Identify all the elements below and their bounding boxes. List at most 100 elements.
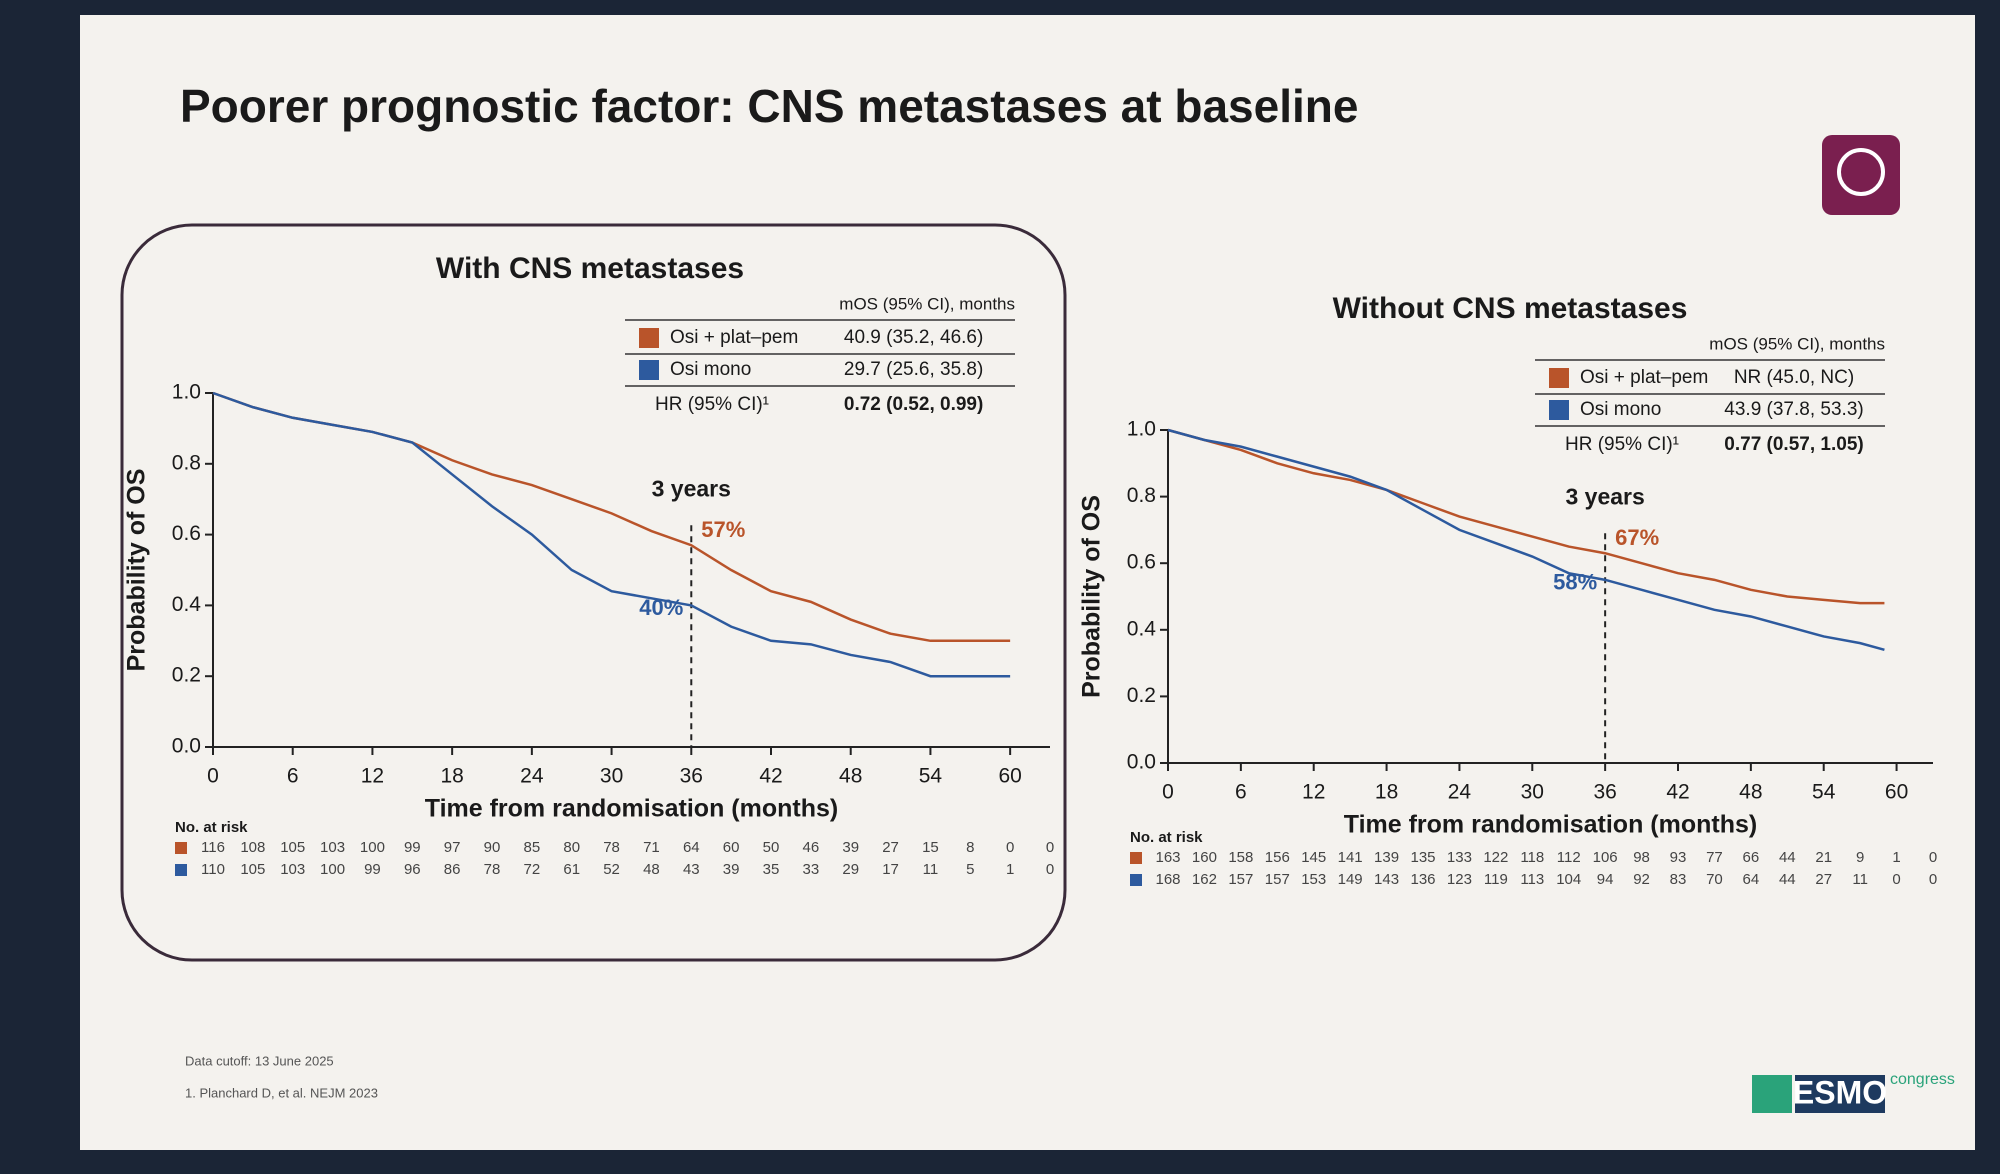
risk-count: 61 bbox=[563, 861, 580, 878]
risk-count: 64 bbox=[683, 839, 700, 856]
legend-value: NR (45.0, NC) bbox=[1734, 367, 1854, 388]
risk-count: 44 bbox=[1779, 871, 1796, 888]
risk-count: 93 bbox=[1670, 849, 1687, 866]
x-tick-label: 54 bbox=[1812, 781, 1836, 804]
legend-swatch bbox=[639, 360, 659, 380]
risk-count: 163 bbox=[1155, 849, 1180, 866]
footnote: 1. Planchard D, et al. NEJM 2023 bbox=[185, 1085, 378, 1100]
risk-count: 0 bbox=[1046, 839, 1054, 856]
y-tick-label: 0.2 bbox=[172, 664, 201, 687]
risk-count: 27 bbox=[882, 839, 899, 856]
risk-count: 86 bbox=[444, 861, 461, 878]
risk-count: 116 bbox=[201, 839, 225, 856]
risk-count: 162 bbox=[1192, 871, 1217, 888]
chart-title: Without CNS metastases bbox=[1333, 292, 1688, 325]
risk-count: 105 bbox=[280, 839, 305, 856]
panel-border bbox=[120, 223, 1067, 962]
legend-swatch bbox=[639, 328, 659, 348]
risk-count: 145 bbox=[1301, 849, 1326, 866]
risk-count: 149 bbox=[1338, 871, 1363, 888]
risk-count: 157 bbox=[1228, 871, 1253, 888]
icon-glyph bbox=[1837, 148, 1885, 196]
risk-count: 21 bbox=[1815, 849, 1832, 866]
legend-label: Osi mono bbox=[1580, 399, 1661, 420]
point-label: 67% bbox=[1615, 525, 1659, 550]
risk-swatch bbox=[175, 864, 187, 876]
y-tick-label: 0.8 bbox=[1127, 484, 1156, 507]
risk-count: 118 bbox=[1520, 849, 1544, 866]
risk-count: 1 bbox=[1006, 861, 1014, 878]
legend-label: Osi + plat–pem bbox=[670, 327, 798, 348]
x-axis-label: Time from randomisation (months) bbox=[425, 795, 838, 823]
risk-count: 90 bbox=[484, 839, 501, 856]
risk-count: 99 bbox=[364, 861, 381, 878]
x-tick-label: 12 bbox=[1302, 781, 1325, 804]
legend-value: 43.9 (37.8, 53.3) bbox=[1724, 399, 1863, 420]
risk-count: 94 bbox=[1597, 871, 1614, 888]
x-tick-label: 30 bbox=[1521, 781, 1544, 804]
y-tick-label: 0.6 bbox=[172, 522, 201, 545]
survival-curve bbox=[1167, 428, 1885, 605]
slide-title: Poorer prognostic factor: CNS metastases… bbox=[180, 80, 1358, 132]
x-tick-label: 12 bbox=[361, 765, 384, 788]
risk-count: 1 bbox=[1892, 849, 1900, 866]
risk-swatch bbox=[175, 842, 187, 854]
risk-count: 133 bbox=[1447, 849, 1472, 866]
y-tick-label: 0.0 bbox=[172, 735, 201, 758]
risk-count: 5 bbox=[966, 861, 974, 878]
logo-sub: congress bbox=[1890, 1071, 1955, 1088]
risk-count: 99 bbox=[404, 839, 421, 856]
x-tick-label: 48 bbox=[839, 765, 862, 788]
legend-value: 29.7 (25.6, 35.8) bbox=[844, 359, 983, 380]
x-tick-label: 36 bbox=[1593, 781, 1616, 804]
risk-count: 123 bbox=[1447, 871, 1472, 888]
risk-count: 11 bbox=[1852, 871, 1868, 888]
x-tick-label: 30 bbox=[600, 765, 623, 788]
risk-count: 39 bbox=[723, 861, 740, 878]
risk-count: 52 bbox=[603, 861, 620, 878]
chart-title: With CNS metastases bbox=[436, 252, 744, 285]
risk-count: 29 bbox=[842, 861, 859, 878]
legend-label: Osi mono bbox=[670, 359, 751, 380]
risk-swatch bbox=[1130, 874, 1142, 886]
legend-swatch bbox=[1549, 368, 1569, 388]
reference-label: 3 years bbox=[1565, 483, 1644, 509]
risk-count: 50 bbox=[763, 839, 780, 856]
risk-count: 11 bbox=[923, 861, 939, 878]
x-tick-label: 36 bbox=[680, 765, 703, 788]
legend-swatch bbox=[1549, 400, 1569, 420]
x-tick-label: 60 bbox=[998, 765, 1021, 788]
risk-count: 44 bbox=[1779, 849, 1796, 866]
risk-count: 143 bbox=[1374, 871, 1399, 888]
risk-count: 15 bbox=[922, 839, 939, 856]
risk-count: 135 bbox=[1410, 849, 1435, 866]
risk-count: 80 bbox=[563, 839, 580, 856]
risk-count: 104 bbox=[1556, 871, 1581, 888]
risk-count: 83 bbox=[1670, 871, 1687, 888]
hr-label: HR (95% CI)¹ bbox=[1565, 434, 1679, 455]
hr-label: HR (95% CI)¹ bbox=[655, 394, 769, 415]
risk-count: 112 bbox=[1557, 849, 1581, 866]
risk-count: 33 bbox=[803, 861, 820, 878]
risk-count: 35 bbox=[763, 861, 780, 878]
y-tick-label: 0.0 bbox=[1127, 751, 1156, 774]
x-tick-label: 0 bbox=[1162, 781, 1174, 804]
risk-count: 158 bbox=[1228, 849, 1253, 866]
y-tick-label: 0.2 bbox=[1127, 684, 1156, 707]
legend-label: Osi + plat–pem bbox=[1580, 367, 1708, 388]
risk-count: 39 bbox=[842, 839, 859, 856]
risk-count: 113 bbox=[1520, 871, 1544, 888]
risk-count: 77 bbox=[1706, 849, 1723, 866]
x-tick-label: 6 bbox=[287, 765, 299, 788]
risk-count: 60 bbox=[723, 839, 740, 856]
point-label: 57% bbox=[701, 517, 745, 542]
risk-count: 141 bbox=[1338, 849, 1363, 866]
risk-count: 72 bbox=[524, 861, 541, 878]
risk-count: 153 bbox=[1301, 871, 1326, 888]
risk-count: 100 bbox=[360, 839, 385, 856]
risk-count: 105 bbox=[240, 861, 265, 878]
risk-count: 106 bbox=[1593, 849, 1618, 866]
risk-count: 70 bbox=[1706, 871, 1723, 888]
risk-count: 0 bbox=[1892, 871, 1900, 888]
